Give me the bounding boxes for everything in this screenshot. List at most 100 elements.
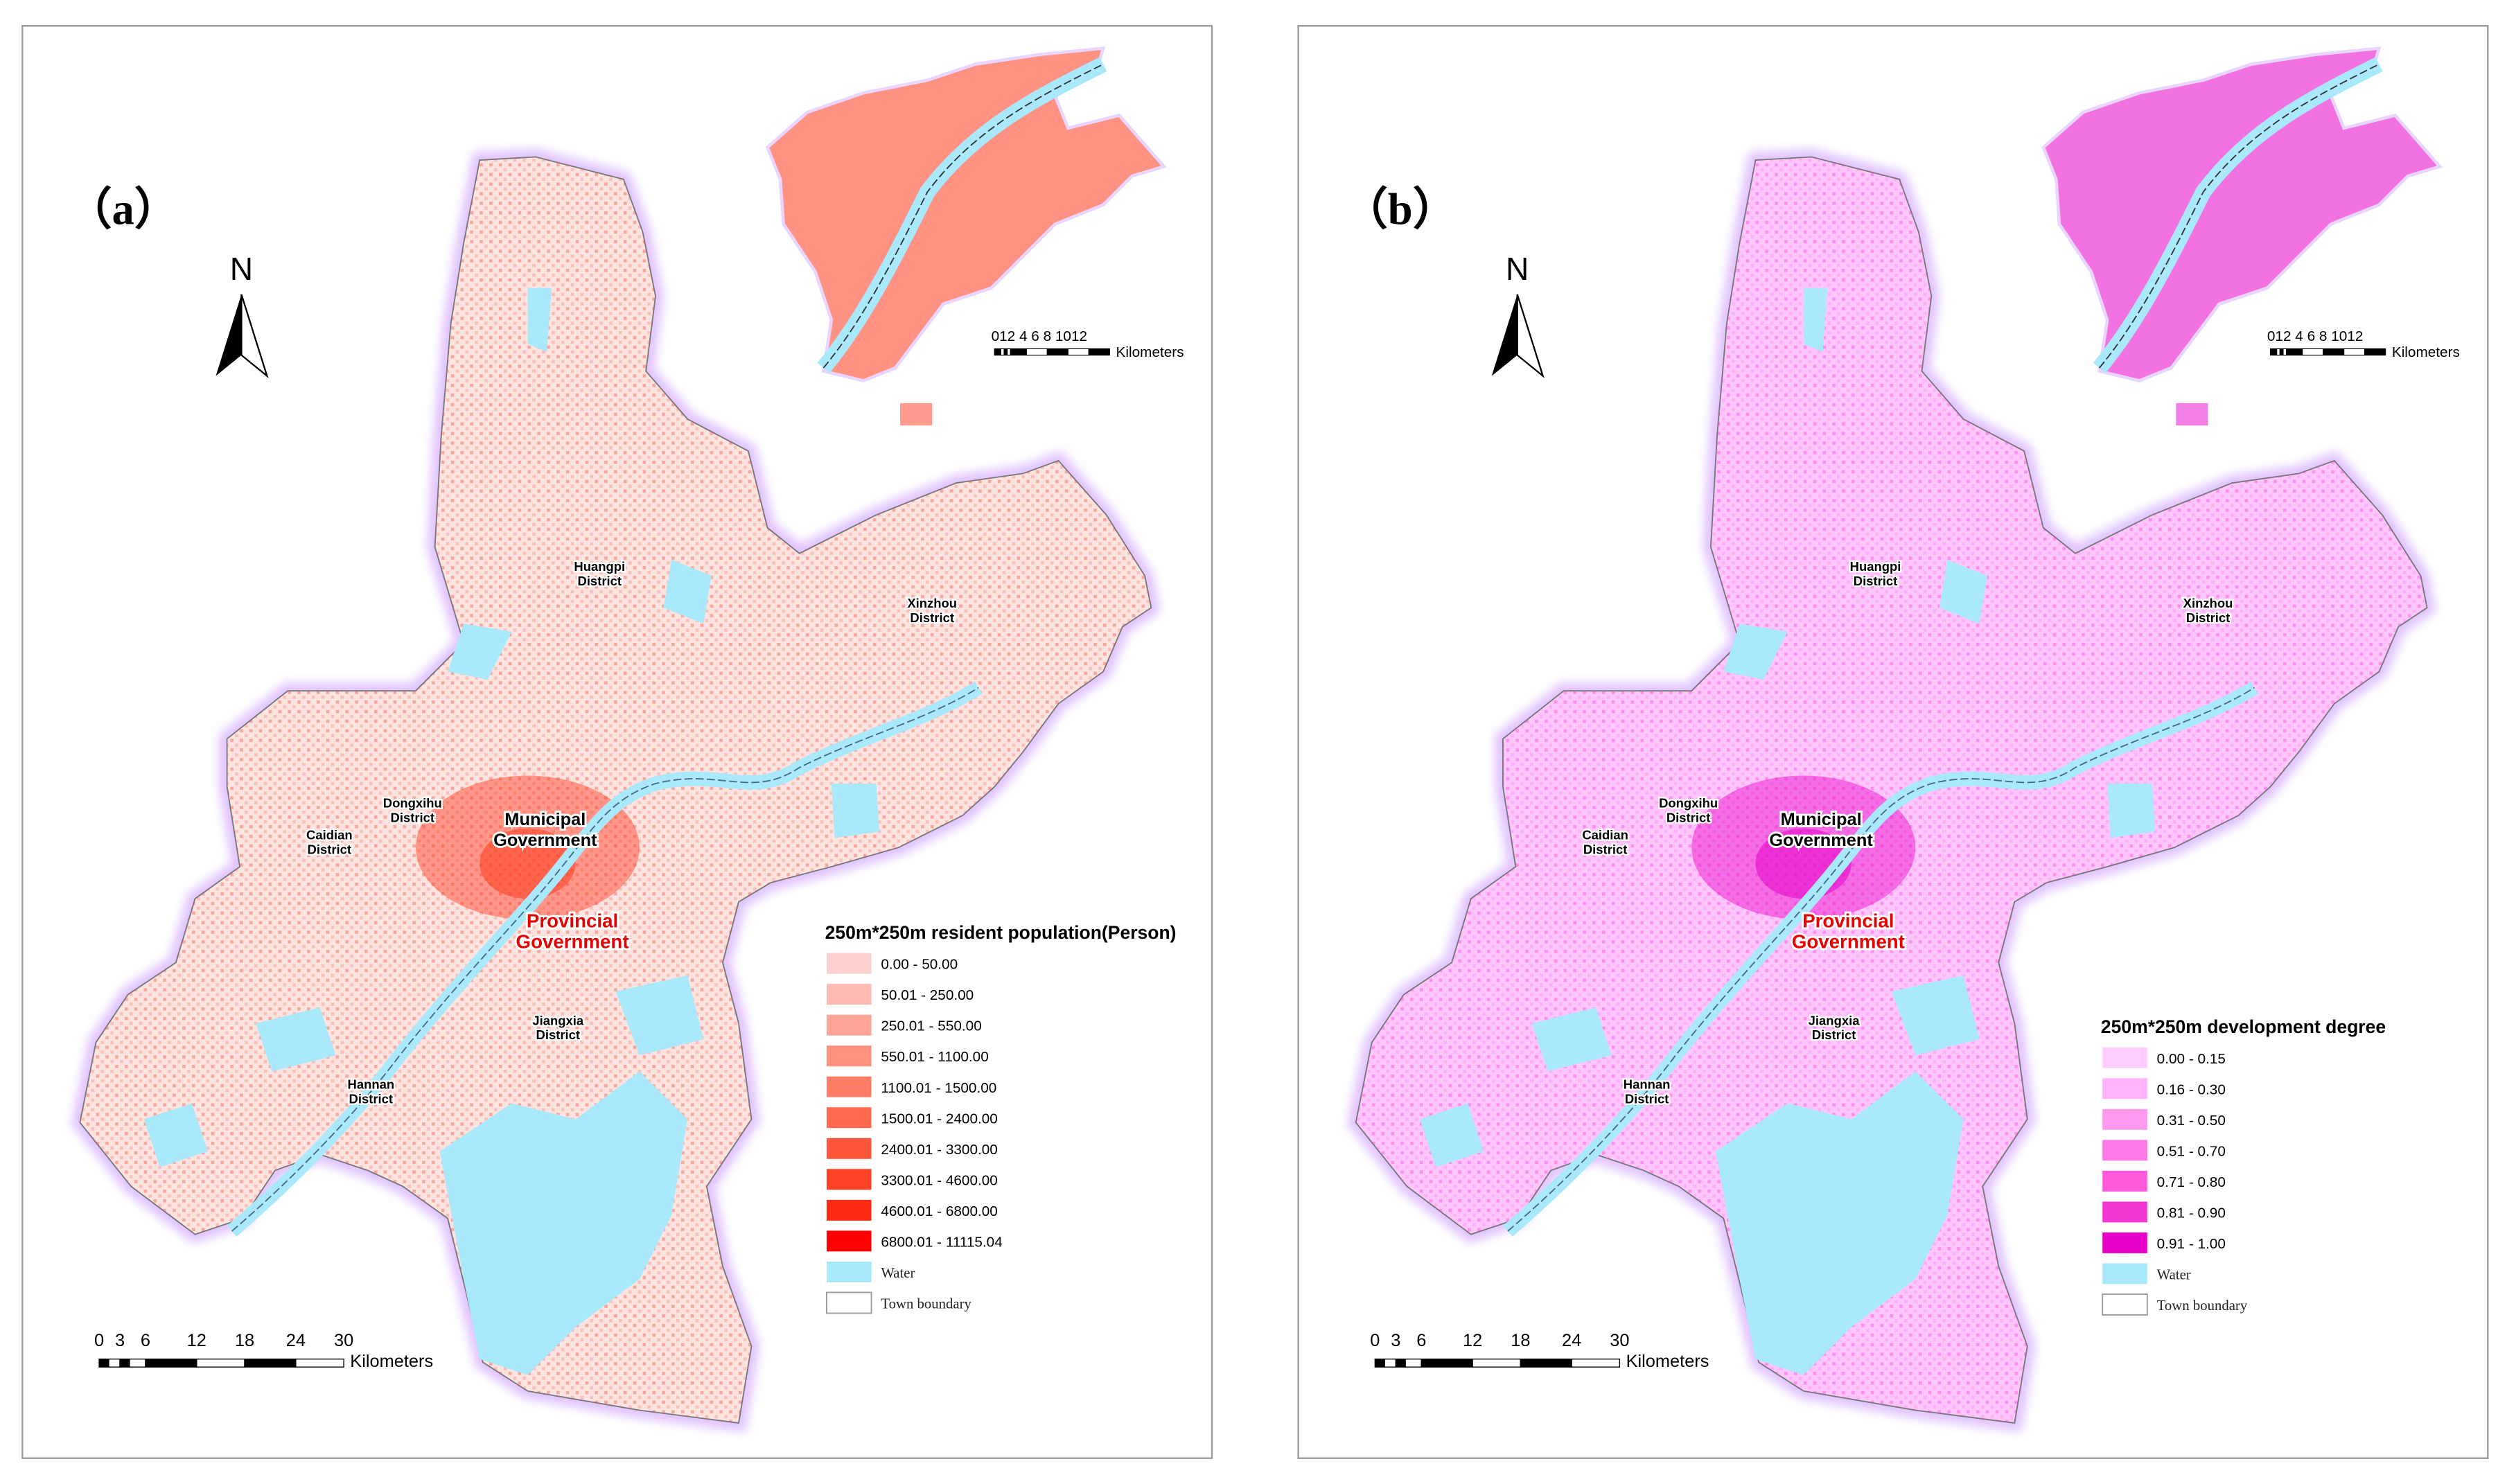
inset-islet <box>2176 403 2208 426</box>
legend-title: 250m*250m development degree <box>2101 1016 2386 1037</box>
district-label-line: District <box>2186 610 2231 625</box>
scale-segment <box>244 1358 297 1368</box>
legend-swatch <box>2102 1078 2147 1099</box>
scale-segment <box>1520 1358 1572 1368</box>
scale-segment <box>2343 348 2366 356</box>
panel-title: （a） <box>67 184 179 233</box>
legend-item-label: 2400.01 - 3300.00 <box>881 1142 997 1158</box>
district-label: Jiangxia District <box>1809 1013 1861 1042</box>
district-label-line: Hannan <box>1624 1077 1671 1092</box>
water-body <box>1419 1103 1484 1167</box>
main-scale-unit: Kilometers <box>1626 1352 1709 1371</box>
legend-item-label: 0.71 - 0.80 <box>2157 1174 2226 1190</box>
north-label: N <box>230 251 253 287</box>
legend-item-label: 0.51 - 0.70 <box>2157 1143 2226 1159</box>
scale-segment <box>2323 348 2345 356</box>
water-body <box>831 783 880 838</box>
legend-swatch <box>826 1199 872 1221</box>
legend-swatch <box>826 984 872 1005</box>
legend-item-label: 4600.01 - 6800.00 <box>881 1203 997 1219</box>
scale-segment <box>1405 1358 1422 1368</box>
district-label: Dongxihu District <box>1659 796 1718 825</box>
scale-segment <box>2282 348 2287 356</box>
legend-swatch <box>826 1169 872 1190</box>
district-label-line: Xinzhou <box>2183 596 2233 610</box>
legend-swatch-boundary <box>2102 1293 2148 1316</box>
scale-segment <box>1374 1358 1385 1368</box>
scale-segment <box>98 1358 109 1368</box>
scale-tick: 3 <box>115 1331 125 1350</box>
district-label-line: District <box>391 810 435 824</box>
scale-tick: 12 <box>187 1331 206 1350</box>
scale-segment <box>129 1358 146 1368</box>
legend-item-label: 3300.01 - 4600.00 <box>881 1172 997 1188</box>
water-body <box>448 624 512 680</box>
scale-segment <box>1010 348 1027 356</box>
water-body <box>1715 1071 1964 1375</box>
district-label-line: Dongxihu <box>1659 796 1718 811</box>
main-scale-unit: Kilometers <box>350 1352 433 1371</box>
municipal-government-label: Municipal <box>504 810 586 829</box>
scale-segment <box>994 348 1002 356</box>
scale-tick: 0 <box>1370 1331 1380 1350</box>
legend-swatch <box>2102 1047 2147 1068</box>
legend: 250m*250m resident population(Person) 0.0… <box>825 922 1177 1314</box>
legend-title: 250m*250m resident population(Person) <box>825 922 1177 943</box>
study-area <box>79 156 1152 1424</box>
district-label-line: Dongxihu <box>383 796 442 811</box>
water-body <box>143 1103 208 1167</box>
scale-segment <box>1088 348 1110 356</box>
legend-item-label: 550.01 - 1100.00 <box>881 1049 988 1065</box>
scale-segment <box>1000 348 1005 356</box>
water-body <box>1803 288 1828 352</box>
scale-tick: 30 <box>1610 1331 1629 1350</box>
district-label-line: District <box>1666 810 1711 824</box>
district-label: Caidian District <box>306 828 353 857</box>
legend-boundary-label: Town boundary <box>881 1297 971 1312</box>
inset-scale-ticks: 012 4 6 8 1012 <box>2267 328 2363 344</box>
legend: 250m*250m development degree 0.00 - 0.15 0… <box>2101 1016 2386 1316</box>
district-label-line: District <box>1854 574 1898 588</box>
district-label-line: Caidian <box>306 828 353 842</box>
district-label-line: Caidian <box>1582 828 1628 842</box>
district-label: Huangpi District <box>1850 559 1901 588</box>
legend-item-label: 6800.01 - 11115.04 <box>881 1234 1002 1250</box>
scale-segment <box>196 1358 245 1368</box>
scale-segment <box>1571 1358 1621 1368</box>
legend-swatch <box>826 1107 872 1129</box>
legend-item-label: 50.01 - 250.00 <box>881 987 974 1003</box>
scale-segment <box>1046 348 1068 356</box>
legend-swatch <box>826 1014 872 1036</box>
inset-scale-unit: Kilometers <box>1116 344 1184 360</box>
inset-scale-bar <box>994 348 1110 356</box>
water-body <box>1891 975 1980 1056</box>
district-label: Hannan District <box>348 1077 395 1106</box>
scale-tick: 6 <box>1416 1331 1426 1350</box>
district-label-line: Huangpi <box>574 559 625 574</box>
district-label-line: Xinzhou <box>907 596 957 610</box>
legend-swatch <box>826 1230 872 1252</box>
inset-islet <box>900 403 933 426</box>
legend-item-label: 0.91 - 1.00 <box>2157 1236 2226 1252</box>
provincial-government-label: Provincial <box>527 910 618 932</box>
district-label-line: District <box>578 574 622 588</box>
scale-segment <box>1067 348 1089 356</box>
scale-segment <box>295 1358 344 1368</box>
scale-segment <box>1384 1358 1397 1368</box>
legend-item-label: 0.00 - 50.00 <box>881 957 958 973</box>
district-label: Xinzhou District <box>2183 596 2233 625</box>
scale-segment <box>2279 348 2284 356</box>
water-body <box>2107 783 2156 838</box>
legend-item-label: 1500.01 - 2400.00 <box>881 1111 997 1127</box>
water-body <box>615 975 704 1056</box>
district-label: Hannan District <box>1624 1077 1671 1106</box>
scale-segment <box>145 1358 197 1368</box>
provincial-government-label: Government <box>516 931 629 953</box>
district-label-line: District <box>1812 1027 1856 1042</box>
legend-swatch-water <box>2102 1263 2147 1284</box>
scale-tick: 3 <box>1391 1331 1400 1350</box>
legend-item-label: 1100.01 - 1500.00 <box>881 1080 996 1096</box>
water-body <box>439 1071 688 1375</box>
water-body <box>663 559 712 624</box>
